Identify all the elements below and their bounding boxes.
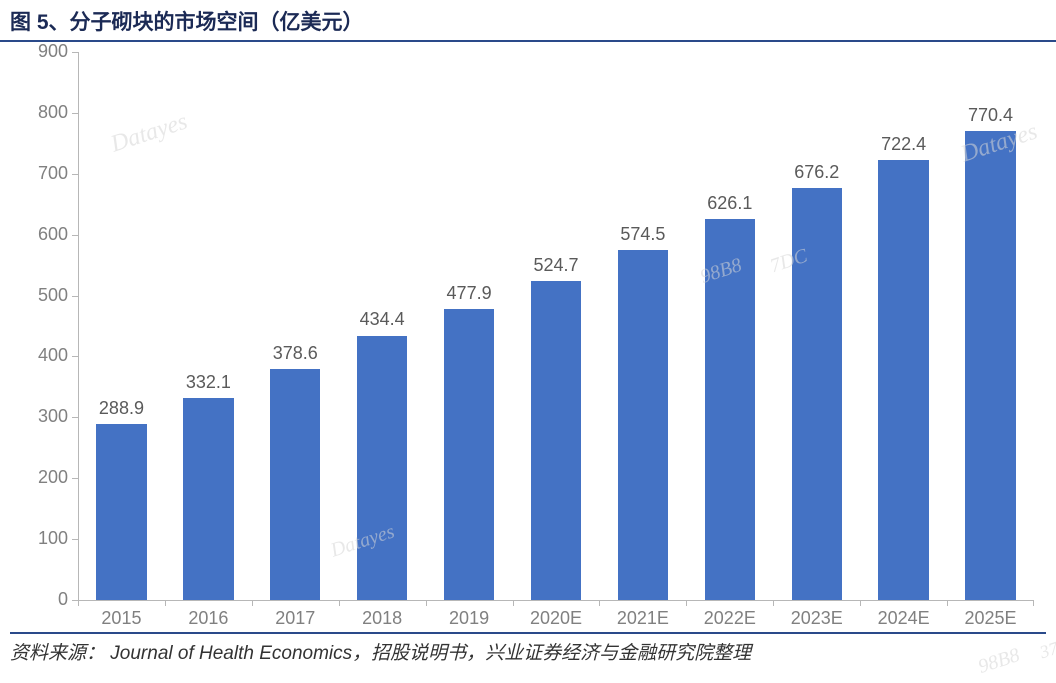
bar bbox=[965, 131, 1015, 600]
y-tick bbox=[72, 235, 78, 236]
figure-title: 图 5、分子砌块的市场空间（亿美元） bbox=[0, 0, 1056, 42]
x-tick-label: 2019 bbox=[426, 608, 513, 629]
x-tick bbox=[78, 600, 79, 606]
y-tick-label: 100 bbox=[18, 528, 68, 549]
x-tick-label: 2023E bbox=[773, 608, 860, 629]
y-tick bbox=[72, 113, 78, 114]
bar-value-label: 434.4 bbox=[339, 309, 426, 330]
x-tick bbox=[599, 600, 600, 606]
source-label: 资料来源： bbox=[10, 643, 105, 664]
y-tick bbox=[72, 356, 78, 357]
x-tick-label: 2016 bbox=[165, 608, 252, 629]
bar-value-label: 676.2 bbox=[773, 162, 860, 183]
y-tick-label: 300 bbox=[18, 406, 68, 427]
x-tick bbox=[1033, 600, 1034, 606]
bar bbox=[705, 219, 755, 600]
y-tick bbox=[72, 478, 78, 479]
y-tick bbox=[72, 539, 78, 540]
y-tick-label: 900 bbox=[18, 41, 68, 62]
y-tick-label: 500 bbox=[18, 285, 68, 306]
x-tick-label: 2024E bbox=[860, 608, 947, 629]
y-tick-label: 200 bbox=[18, 467, 68, 488]
bar-value-label: 722.4 bbox=[860, 134, 947, 155]
x-tick bbox=[165, 600, 166, 606]
y-axis-line bbox=[78, 52, 79, 600]
x-tick-label: 2020E bbox=[513, 608, 600, 629]
bar bbox=[878, 160, 928, 600]
x-tick bbox=[252, 600, 253, 606]
y-tick-label: 700 bbox=[18, 163, 68, 184]
y-tick-label: 600 bbox=[18, 224, 68, 245]
y-tick bbox=[72, 52, 78, 53]
bar bbox=[357, 336, 407, 601]
bar-value-label: 477.9 bbox=[426, 283, 513, 304]
bar-value-label: 288.9 bbox=[78, 398, 165, 419]
bar-value-label: 332.1 bbox=[165, 372, 252, 393]
bar bbox=[444, 309, 494, 600]
x-tick bbox=[860, 600, 861, 606]
y-tick-label: 800 bbox=[18, 102, 68, 123]
x-tick-label: 2018 bbox=[339, 608, 426, 629]
x-tick-label: 2021E bbox=[599, 608, 686, 629]
x-tick bbox=[426, 600, 427, 606]
x-tick-label: 2025E bbox=[947, 608, 1034, 629]
y-tick-label: 400 bbox=[18, 345, 68, 366]
bar-value-label: 626.1 bbox=[686, 193, 773, 214]
bar-value-label: 378.6 bbox=[252, 343, 339, 364]
x-tick-label: 2022E bbox=[686, 608, 773, 629]
bar-value-label: 524.7 bbox=[513, 255, 600, 276]
x-tick bbox=[686, 600, 687, 606]
y-tick bbox=[72, 174, 78, 175]
x-tick-label: 2017 bbox=[252, 608, 339, 629]
x-tick bbox=[773, 600, 774, 606]
x-tick bbox=[513, 600, 514, 606]
y-tick bbox=[72, 296, 78, 297]
source-text: Journal of Health Economics，招股说明书，兴业证券经济… bbox=[110, 643, 751, 664]
bar-value-label: 574.5 bbox=[599, 224, 686, 245]
x-axis-line bbox=[78, 600, 1034, 601]
x-tick bbox=[339, 600, 340, 606]
bar-chart: 0100200300400500600700800900288.92015332… bbox=[78, 52, 1034, 600]
bar bbox=[531, 281, 581, 600]
x-tick bbox=[947, 600, 948, 606]
bar bbox=[270, 369, 320, 600]
bar bbox=[792, 188, 842, 600]
x-tick-label: 2015 bbox=[78, 608, 165, 629]
bar bbox=[183, 398, 233, 600]
bar bbox=[618, 250, 668, 600]
y-tick-label: 0 bbox=[18, 589, 68, 610]
bar bbox=[96, 424, 146, 600]
source-citation: 资料来源： Journal of Health Economics，招股说明书，… bbox=[10, 632, 1046, 665]
bar-value-label: 770.4 bbox=[947, 105, 1034, 126]
